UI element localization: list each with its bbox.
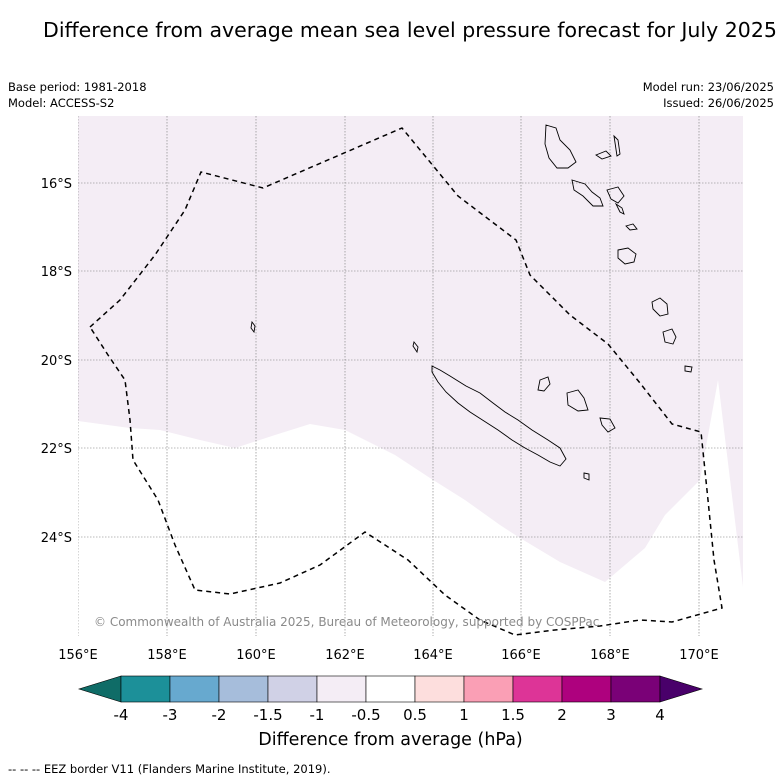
colorbar-bin <box>267 675 318 703</box>
latitude-label: 20°S <box>41 354 72 369</box>
colorbar-tick-labels: -4 -3 -2 -1.5 -1 -0.5 0.5 1 1.5 2 3 4 <box>114 706 665 724</box>
metadata-right: Model run: 23/06/2025 Issued: 26/06/2025 <box>643 79 774 111</box>
longitude-label: 156°E <box>58 648 98 663</box>
colorbar-tick-label: -1.5 <box>253 706 282 724</box>
colorbar-tick-label: -1 <box>310 706 325 724</box>
colorbar <box>77 675 704 703</box>
colorbar-tick-label: 2 <box>557 706 567 724</box>
colorbar-bin <box>218 675 269 703</box>
positive-anomaly-region <box>78 116 743 587</box>
latitude-label: 22°S <box>41 442 72 457</box>
colorbar-bin <box>463 675 514 703</box>
colorbar-bin <box>561 675 612 703</box>
colorbar-label: Difference from average (hPa) <box>258 730 523 750</box>
colorbar-tick-label: -4 <box>114 706 129 724</box>
longitude-label: 166°E <box>501 648 541 663</box>
longitude-label: 170°E <box>679 648 719 663</box>
colorbar-bin <box>169 675 220 703</box>
colorbar-tick-label: 1 <box>459 706 469 724</box>
gridlines <box>78 116 743 636</box>
model-text: Model: ACCESS-S2 <box>8 96 115 110</box>
colorbar-tick-label: 1.5 <box>501 706 525 724</box>
colorbar-bin <box>316 675 367 703</box>
coastlines <box>250 124 693 481</box>
colorbar-tick-label: -3 <box>163 706 178 724</box>
colorbar-bin <box>414 675 465 703</box>
figure-title: Difference from average mean sea level p… <box>43 18 777 42</box>
longitude-label: 168°E <box>590 648 630 663</box>
colorbar-tick-label: -2 <box>212 706 227 724</box>
longitude-label: 164°E <box>413 648 453 663</box>
new-caledonia-island <box>431 365 567 467</box>
colorbar-extend-high <box>659 675 704 703</box>
eez-footnote: -- -- -- EEZ border V11 (Flanders Marine… <box>8 762 331 776</box>
eez-border-line <box>89 127 723 636</box>
colorbar-bin <box>120 675 171 703</box>
colorbar-bin <box>610 675 661 703</box>
colorbar-extend-low <box>77 675 122 703</box>
colorbar-tick-label: 3 <box>606 706 616 724</box>
base-period-text: Base period: 1981-2018 <box>8 80 147 94</box>
longitude-label: 162°E <box>325 648 365 663</box>
longitude-labels: 156°E 158°E 160°E 162°E 164°E 166°E 168°E 170°E <box>58 648 719 663</box>
model-run-text: Model run: 23/06/2025 <box>642 80 774 94</box>
metadata-left: Base period: 1981-2018 Model: ACCESS-S2 <box>8 79 147 111</box>
colorbar-bin <box>512 675 563 703</box>
longitude-label: 160°E <box>236 648 276 663</box>
colorbar-bin <box>365 675 416 703</box>
issued-text: Issued: 26/06/2025 <box>663 96 774 110</box>
colorbar-tick-label: -0.5 <box>351 706 380 724</box>
longitude-label: 158°E <box>147 648 187 663</box>
latitude-label: 24°S <box>41 531 72 546</box>
latitude-label: 16°S <box>41 177 72 192</box>
colorbar-tick-label: 4 <box>655 706 665 724</box>
copyright-text: © Commonwealth of Australia 2025, Bureau… <box>94 615 599 629</box>
colorbar-tick-label: 0.5 <box>403 706 427 724</box>
latitude-labels: 16°S 18°S 20°S 22°S 24°S <box>41 177 72 546</box>
latitude-label: 18°S <box>41 265 72 280</box>
